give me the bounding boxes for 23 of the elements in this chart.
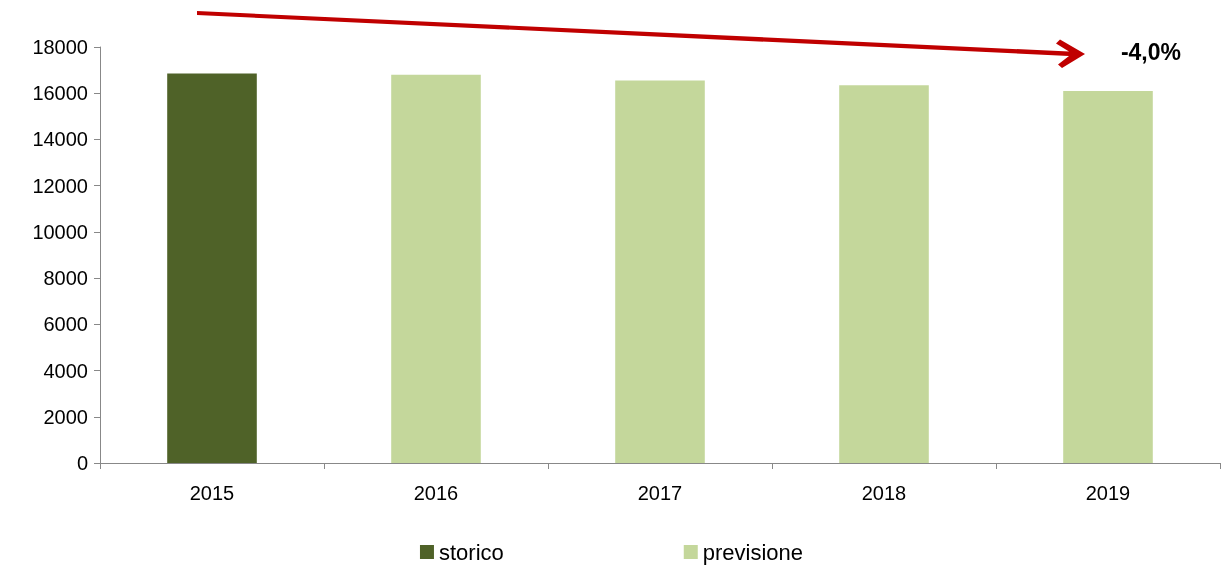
y-tick-label: 2000 [43, 405, 88, 428]
y-tick-label: 0 [76, 452, 88, 474]
y-tick-label: 18000 [32, 36, 88, 58]
x-tick-label: 2017 [637, 482, 683, 504]
annotation: -4,0% [1120, 38, 1182, 65]
x-tick-label: 2015 [189, 482, 235, 504]
bar [1063, 90, 1153, 463]
y-tick-label: 6000 [43, 313, 88, 336]
bar [167, 73, 257, 463]
legend-label: previsione [702, 539, 804, 565]
bar [615, 80, 705, 463]
y-tick-label: 8000 [43, 267, 88, 290]
y-tick-label: 12000 [32, 174, 88, 197]
legend-label: storico [438, 539, 504, 565]
y-tick-label: 4000 [43, 359, 88, 382]
bar [839, 85, 929, 463]
x-tick-label: 2018 [861, 482, 907, 504]
x-tick-label: 2016 [413, 482, 459, 504]
y-tick-label: 16000 [32, 82, 88, 105]
x-tick-label: 2019 [1085, 482, 1131, 504]
y-tick-label: 14000 [32, 128, 88, 151]
y-tick-label: 10000 [32, 220, 88, 243]
bar [391, 74, 481, 463]
